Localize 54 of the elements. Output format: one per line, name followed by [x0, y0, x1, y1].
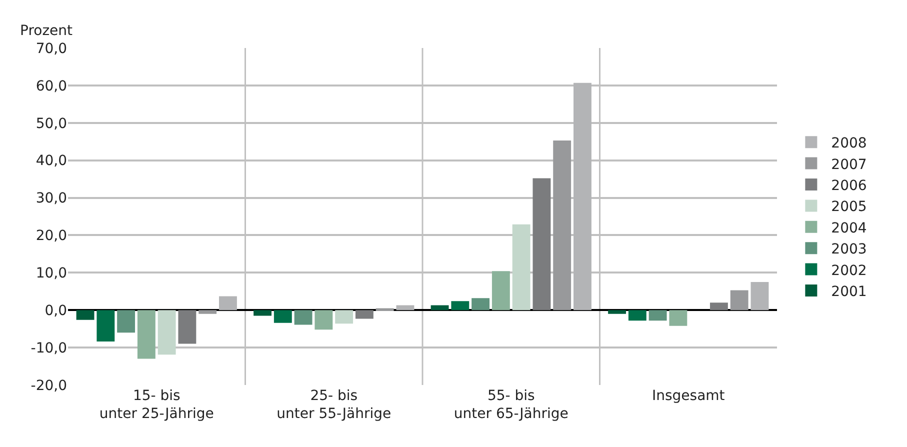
y-tick-label: 20,0	[36, 228, 67, 244]
bar	[96, 310, 115, 342]
bar	[512, 224, 530, 310]
y-tick-label: 50,0	[36, 116, 67, 132]
bar	[376, 308, 394, 311]
y-tick-label: 30,0	[36, 190, 67, 207]
bar	[669, 310, 688, 326]
x-tick-label: 15- bis unter 25-Jährige	[99, 388, 214, 422]
bar	[574, 82, 592, 310]
y-tick-label: -20,0	[30, 378, 67, 394]
x-tick-label: 55- bis unter 65-Jährige	[454, 388, 568, 422]
bar	[553, 140, 572, 310]
bar	[76, 310, 94, 320]
bar	[254, 310, 272, 316]
bar	[117, 310, 136, 333]
x-tick-label: 25- bis unter 55-Jährige	[276, 388, 392, 422]
y-tick-label: 40,0	[36, 153, 67, 170]
bar	[492, 271, 510, 310]
bar	[608, 310, 626, 314]
bar	[335, 310, 354, 324]
y-tick-label: 0,0	[44, 303, 67, 320]
legend-label: 2007	[831, 156, 867, 173]
bar	[430, 305, 449, 310]
bar	[628, 310, 646, 321]
bar	[274, 310, 292, 323]
bar	[472, 298, 490, 310]
legend-label: 2001	[831, 284, 867, 300]
bar	[648, 310, 667, 321]
bar	[750, 282, 769, 310]
bar	[294, 310, 312, 325]
legend-label: 2006	[831, 178, 867, 194]
legend-label: 2003	[831, 242, 867, 258]
x-tick-label: Insgesamt	[652, 388, 726, 404]
y-tick-label: 10,0	[36, 266, 67, 282]
y-axis-title: Prozent	[20, 23, 74, 39]
bar	[198, 310, 217, 314]
bar	[451, 301, 470, 310]
bar	[730, 290, 748, 310]
y-tick-label: 70,0	[36, 40, 67, 57]
bar	[532, 178, 551, 310]
bar	[314, 310, 333, 330]
legend-label: 2008	[831, 136, 867, 152]
legend-label: 2005	[831, 199, 867, 216]
bar	[158, 310, 176, 355]
bar	[710, 302, 728, 310]
bar	[355, 310, 374, 319]
y-tick-label: 60,0	[36, 78, 67, 94]
bar	[178, 310, 196, 344]
bar	[396, 305, 414, 310]
legend-label: 2004	[831, 220, 867, 236]
legend-label: 2002	[831, 262, 867, 279]
y-tick-label: -10,0	[30, 340, 67, 356]
bar	[137, 310, 156, 359]
bar	[219, 296, 237, 310]
